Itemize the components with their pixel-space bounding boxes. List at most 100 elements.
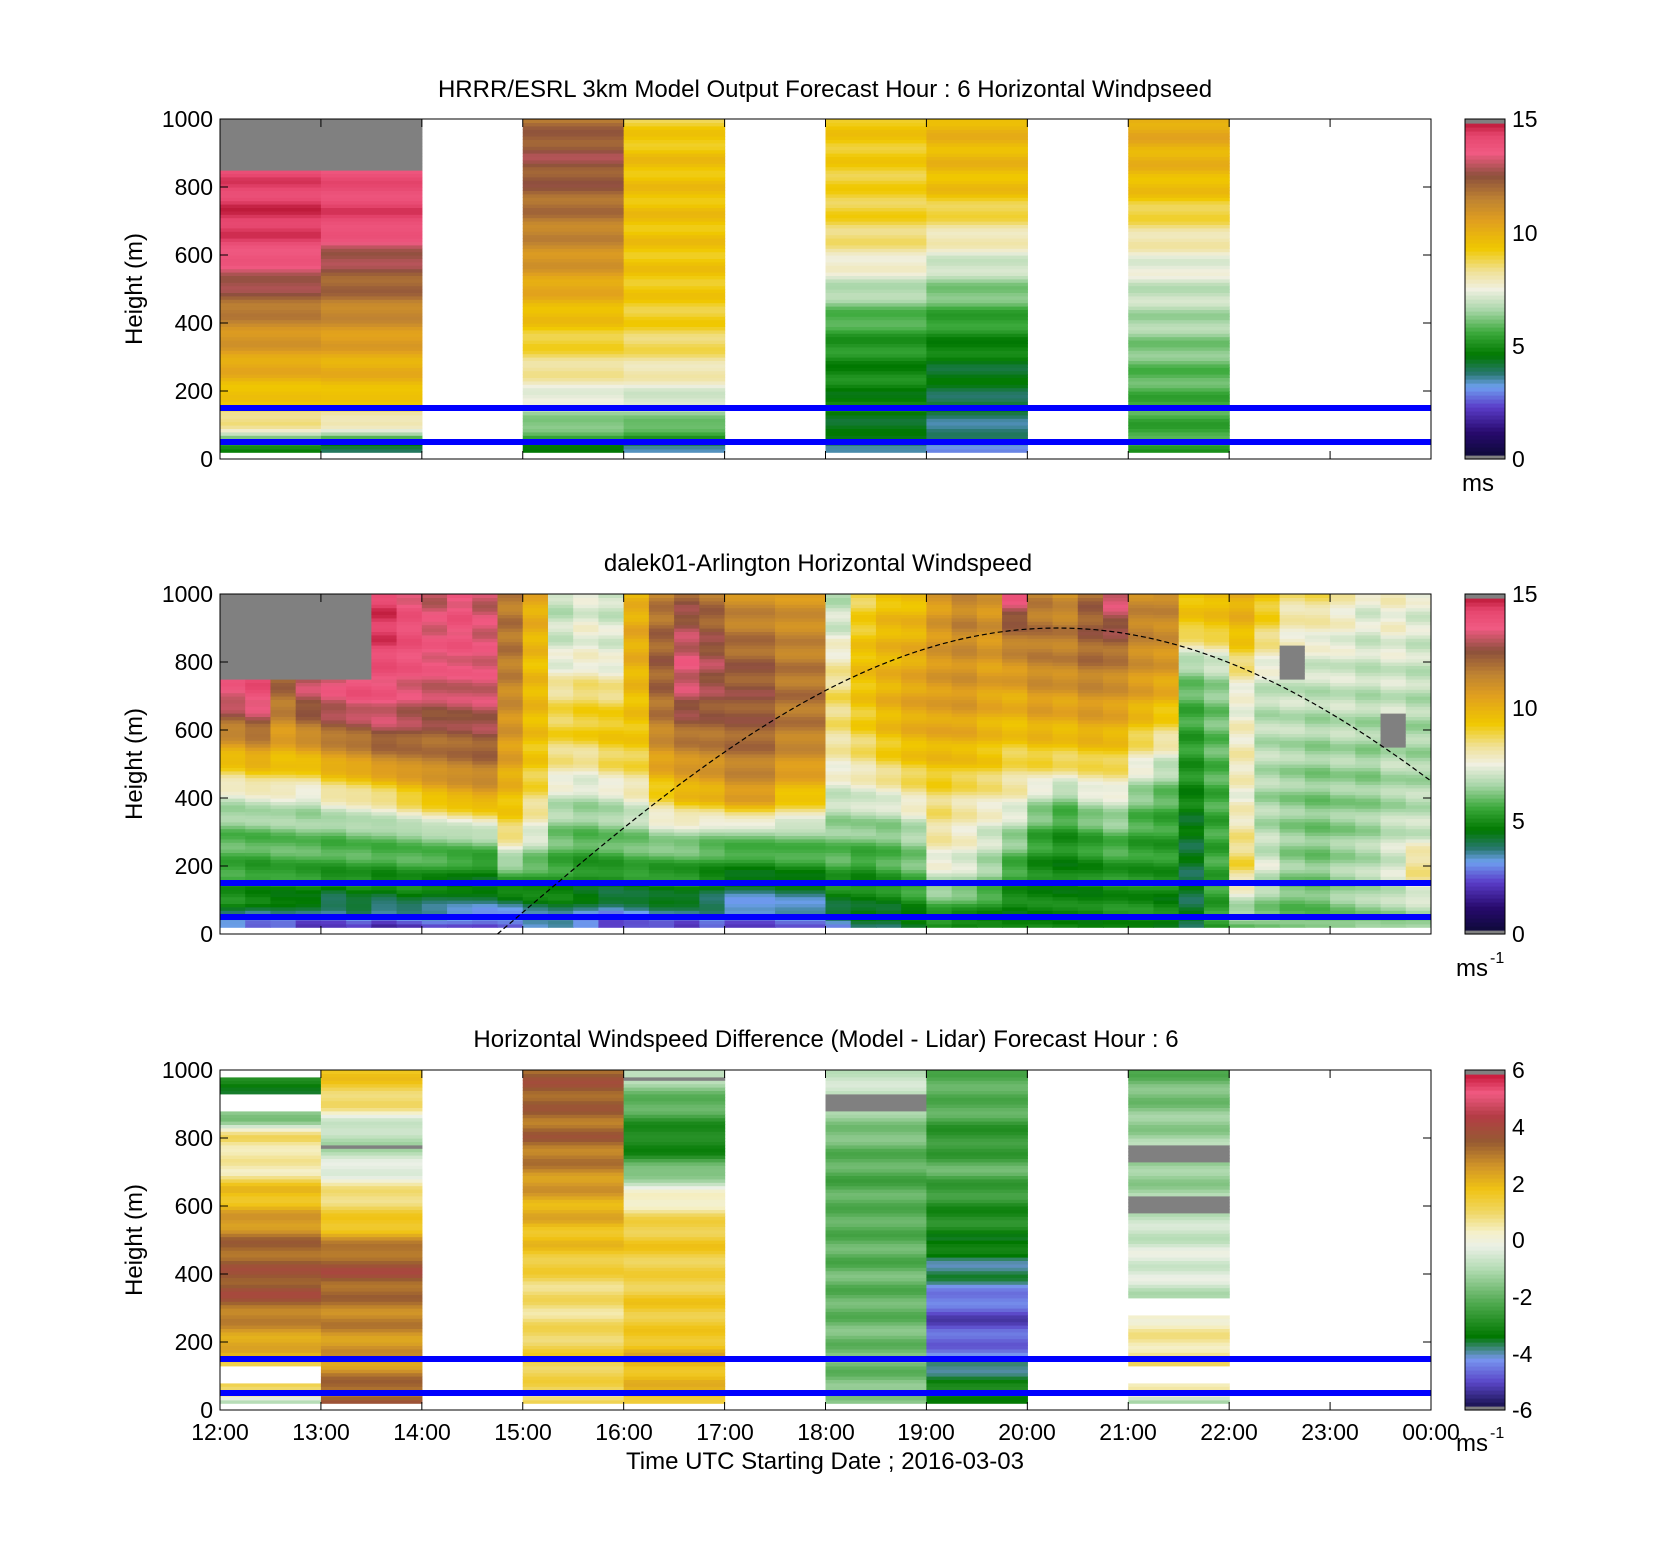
heatmap-cell bbox=[850, 709, 877, 714]
heatmap-cell bbox=[951, 607, 978, 612]
heatmap-cell bbox=[1254, 641, 1281, 646]
heatmap-cell bbox=[1254, 872, 1281, 877]
heatmap-cell bbox=[901, 611, 928, 615]
heatmap-cell bbox=[1153, 770, 1180, 775]
heatmap-cell bbox=[1052, 801, 1079, 806]
heatmap-cell bbox=[573, 597, 600, 602]
heatmap-cell bbox=[320, 614, 347, 619]
heatmap-cell bbox=[648, 648, 675, 653]
heatmap-cell bbox=[270, 611, 297, 615]
heatmap-cell bbox=[1254, 798, 1281, 802]
heatmap-cell bbox=[522, 767, 549, 772]
heatmap-cell bbox=[245, 764, 272, 768]
heatmap-cell bbox=[926, 309, 1028, 314]
heatmap-cell bbox=[371, 651, 398, 656]
heatmap-cell bbox=[850, 658, 877, 663]
heatmap-cell bbox=[1203, 699, 1230, 704]
heatmap-cell bbox=[1128, 340, 1230, 344]
heatmap-cell bbox=[1128, 319, 1230, 324]
heatmap-cell bbox=[850, 740, 877, 745]
heatmap-cell bbox=[1153, 628, 1180, 632]
heatmap-cell bbox=[295, 699, 322, 704]
heatmap-cell bbox=[472, 648, 499, 653]
heatmap-cell bbox=[926, 132, 1028, 137]
heatmap-cell bbox=[598, 750, 625, 755]
heatmap-cell bbox=[951, 835, 978, 840]
heatmap-cell bbox=[926, 197, 1028, 202]
heatmap-cell bbox=[346, 906, 372, 911]
heatmap-cell bbox=[875, 893, 902, 898]
heatmap-cell bbox=[623, 791, 650, 796]
heatmap-cell bbox=[220, 227, 322, 232]
panel-1-ticks bbox=[219, 118, 1432, 460]
heatmap-cell bbox=[522, 634, 549, 639]
colorbar-segment bbox=[1465, 375, 1505, 380]
panel-model-windspeed: HRRR/ESRL 3km Model Output Forecast Hour… bbox=[121, 76, 1538, 497]
heatmap-cell bbox=[346, 910, 372, 915]
heatmap-cell bbox=[901, 906, 928, 911]
heatmap-cell bbox=[1052, 641, 1079, 646]
heatmap-cell bbox=[1027, 852, 1054, 857]
heatmap-cell bbox=[497, 825, 524, 830]
heatmap-cell bbox=[447, 675, 473, 680]
heatmap-cell bbox=[1229, 733, 1255, 738]
data-column bbox=[472, 594, 499, 928]
heatmap-cell bbox=[875, 835, 902, 840]
heatmap-cell bbox=[1027, 634, 1054, 639]
heatmap-cell bbox=[1027, 641, 1054, 646]
heatmap-cell bbox=[497, 757, 524, 762]
heatmap-cell bbox=[371, 770, 398, 775]
heatmap-cell bbox=[724, 811, 776, 816]
heatmap-cell bbox=[1153, 764, 1180, 768]
heatmap-cell bbox=[320, 872, 347, 877]
heatmap-cell bbox=[270, 699, 297, 704]
heatmap-cell bbox=[320, 920, 347, 925]
heatmap-cell bbox=[1178, 794, 1205, 799]
heatmap-cell bbox=[1254, 594, 1281, 598]
heatmap-cell bbox=[522, 180, 625, 185]
heatmap-cell bbox=[1027, 896, 1054, 901]
heatmap-cell bbox=[421, 750, 448, 755]
heatmap-cell bbox=[648, 893, 675, 898]
heatmap-cell bbox=[825, 214, 928, 219]
heatmap-cell bbox=[497, 784, 524, 789]
heatmap-cell bbox=[320, 706, 347, 711]
heatmap-cell bbox=[1254, 675, 1281, 680]
heatmap-cell bbox=[775, 869, 827, 874]
heatmap-cell bbox=[320, 340, 423, 344]
heatmap-cell bbox=[245, 767, 272, 772]
heatmap-cell bbox=[674, 628, 700, 632]
heatmap-cell bbox=[522, 421, 625, 426]
heatmap-cell bbox=[901, 869, 928, 874]
heatmap-cell bbox=[1229, 808, 1255, 813]
heatmap-cell bbox=[396, 685, 423, 690]
heatmap-cell bbox=[320, 679, 347, 683]
heatmap-cell bbox=[674, 594, 700, 598]
heatmap-cell bbox=[1203, 896, 1230, 901]
heatmap-cell bbox=[926, 180, 1028, 185]
heatmap-cell bbox=[447, 736, 473, 741]
heatmap-cell bbox=[825, 713, 852, 717]
heatmap-cell bbox=[396, 655, 423, 660]
heatmap-cell bbox=[623, 309, 726, 314]
data-column bbox=[245, 594, 272, 928]
heatmap-cell bbox=[1153, 709, 1180, 714]
colorbar-segment bbox=[1465, 247, 1505, 252]
heatmap-cell bbox=[547, 753, 574, 758]
heatmap-cell bbox=[598, 872, 625, 877]
heatmap-cell bbox=[775, 689, 827, 694]
heatmap-cell bbox=[497, 821, 524, 826]
heatmap-cell bbox=[1128, 760, 1155, 765]
heatmap-cell bbox=[875, 709, 902, 714]
heatmap-cell bbox=[1178, 634, 1205, 639]
data-column bbox=[1304, 594, 1331, 928]
heatmap-cell bbox=[295, 611, 322, 615]
heatmap-cell bbox=[926, 173, 1028, 178]
heatmap-cell bbox=[926, 122, 1028, 127]
heatmap-cell bbox=[220, 173, 322, 178]
panel-1-cbar-tick-0: 0 bbox=[1512, 446, 1525, 472]
heatmap-cell bbox=[472, 828, 499, 833]
heatmap-cell bbox=[1052, 767, 1079, 772]
heatmap-cell bbox=[220, 363, 322, 368]
heatmap-cell bbox=[1128, 699, 1155, 704]
